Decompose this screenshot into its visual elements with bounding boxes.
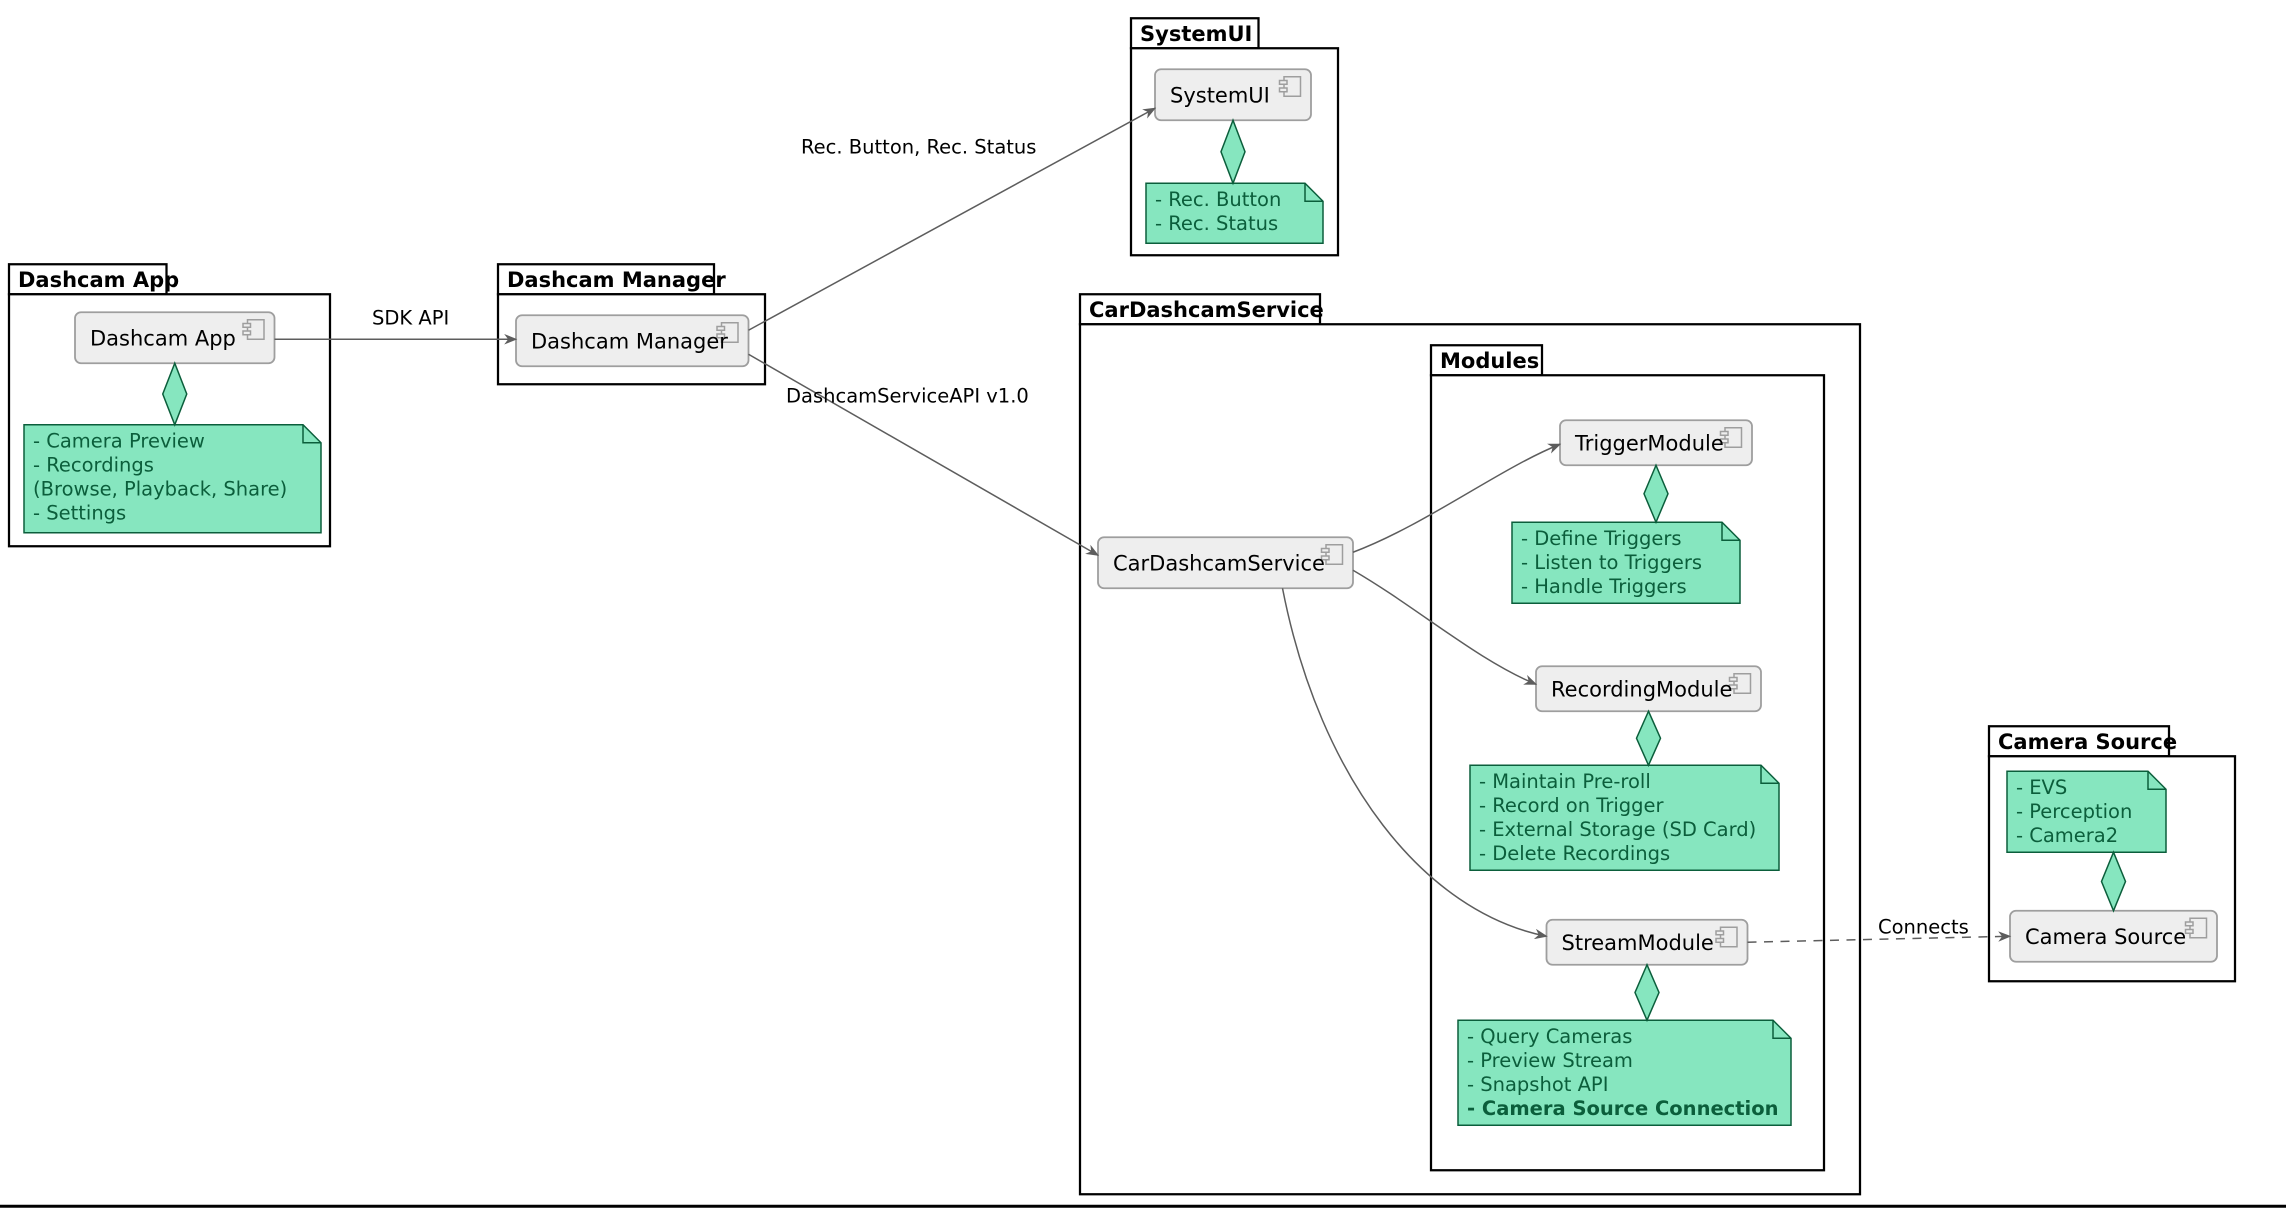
- component-label-system_ui: SystemUI: [1170, 83, 1270, 107]
- note-line: - EVS: [2016, 776, 2067, 799]
- component-system_ui: SystemUI: [1155, 69, 1311, 120]
- note-line: - Delete Recordings: [1479, 842, 1670, 865]
- note-line: (Browse, Playback, Share): [33, 477, 287, 500]
- note-line: - Handle Triggers: [1521, 575, 1687, 598]
- component-label-dashcam_app: Dashcam App: [90, 326, 236, 350]
- component-camera_source: Camera Source: [2010, 911, 2217, 962]
- component-label-camera_source: Camera Source: [2025, 925, 2186, 949]
- package-title-car_dashcam_service: CarDashcamService: [1089, 298, 1324, 322]
- component-label-stream_module: StreamModule: [1562, 931, 1714, 955]
- note-line: - External Storage (SD Card): [1479, 818, 1756, 841]
- component-dashcam_app: Dashcam App: [75, 312, 275, 363]
- package-title-dashcam_manager: Dashcam Manager: [507, 268, 726, 292]
- note-line: - Perception: [2016, 800, 2132, 823]
- component-label-trigger_module: TriggerModule: [1574, 431, 1724, 455]
- note-line-bold: - Camera Source Connection: [1467, 1097, 1779, 1120]
- note-line: - Query Cameras: [1467, 1025, 1632, 1048]
- note-line: - Snapshot API: [1467, 1073, 1608, 1096]
- package-title-dashcam_app: Dashcam App: [18, 268, 179, 292]
- component-label-dashcam_manager: Dashcam Manager: [531, 329, 728, 353]
- edge-label-app_to_mgr: SDK API: [372, 306, 449, 329]
- note-line: - Camera Preview: [33, 429, 205, 452]
- note-line: - Rec. Button: [1155, 188, 1281, 211]
- note-line: - Preview Stream: [1467, 1049, 1633, 1072]
- package-title-camera_source: Camera Source: [1998, 730, 2177, 754]
- component-stream_module: StreamModule: [1547, 920, 1748, 965]
- package-title-modules: Modules: [1440, 349, 1539, 373]
- edge-label-mgr_to_service: DashcamServiceAPI v1.0: [786, 384, 1029, 407]
- note-line: - Maintain Pre-roll: [1479, 770, 1651, 793]
- edge-label-stream_to_camera: Connects: [1878, 915, 1969, 938]
- note-line: - Record on Trigger: [1479, 794, 1665, 817]
- component-recording_module: RecordingModule: [1536, 666, 1761, 711]
- edge-mgr_to_service: DashcamServiceAPI v1.0: [749, 354, 1099, 555]
- component-label-car_dashcam_service: CarDashcamService: [1113, 551, 1325, 575]
- edge-label-mgr_to_sysui: Rec. Button, Rec. Status: [801, 135, 1036, 158]
- note-line: - Listen to Triggers: [1521, 551, 1702, 574]
- component-car_dashcam_service: CarDashcamService: [1098, 537, 1353, 588]
- note-line: - Camera2: [2016, 824, 2118, 847]
- package-title-system_ui: SystemUI: [1140, 22, 1252, 46]
- component-dashcam_manager: Dashcam Manager: [516, 315, 749, 366]
- note-line: - Define Triggers: [1521, 527, 1682, 550]
- note-line: - Rec. Status: [1155, 212, 1278, 235]
- note-line: - Recordings: [33, 453, 154, 476]
- component-trigger_module: TriggerModule: [1560, 420, 1752, 465]
- note-line: - Settings: [33, 501, 126, 524]
- component-label-recording_module: RecordingModule: [1551, 677, 1732, 701]
